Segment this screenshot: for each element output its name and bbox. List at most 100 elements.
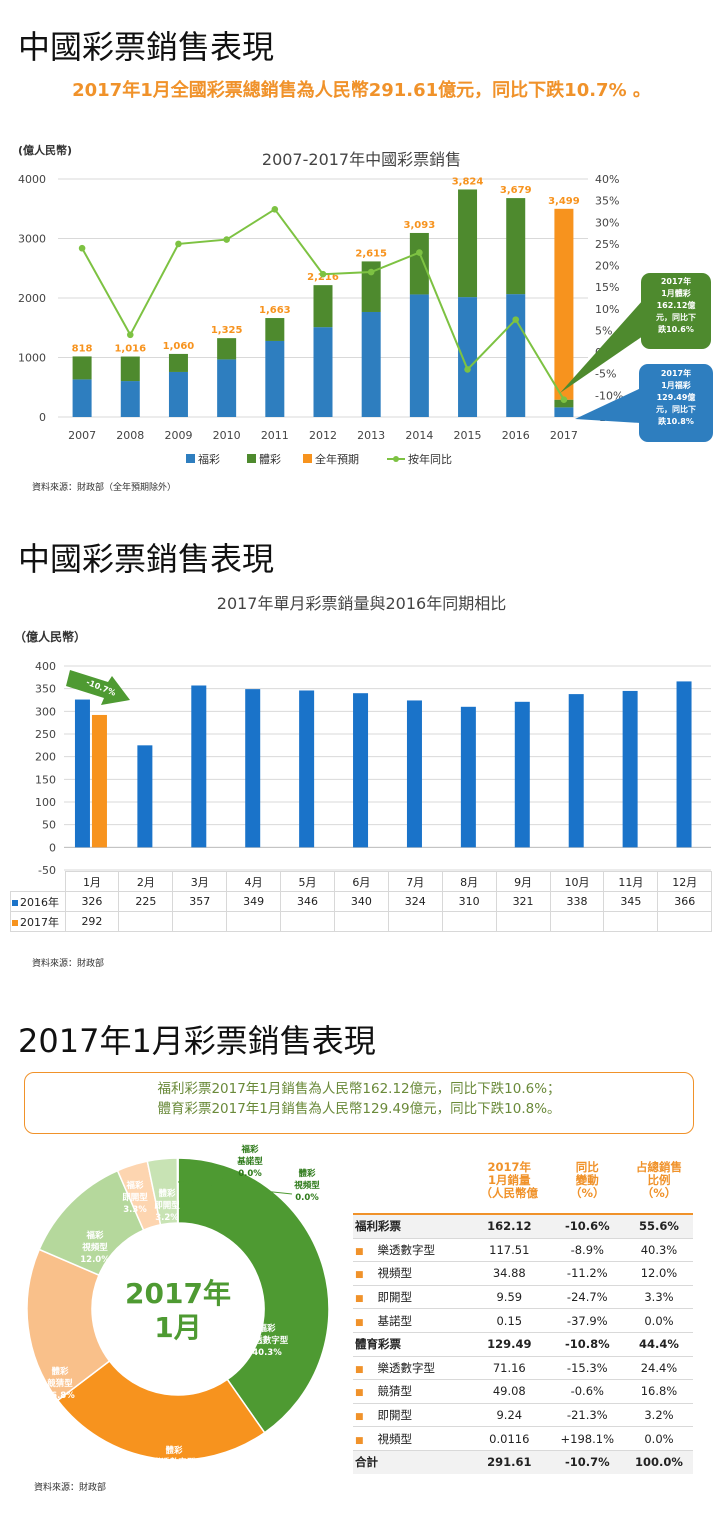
total-data-label: 2,615 xyxy=(355,248,387,259)
x-tick-label: 2015 xyxy=(454,429,482,442)
y-tick-label: 400 xyxy=(35,660,56,673)
table-cell: 0.0116 xyxy=(469,1426,550,1451)
section2-heading: 中國彩票銷售表現 xyxy=(18,540,275,578)
chart1-title: 2007-2017年中國彩票銷售 xyxy=(261,150,462,169)
y-tick-label: 0 xyxy=(49,841,56,854)
bullet-icon: ■ xyxy=(355,1364,364,1375)
bar-sports xyxy=(120,356,140,382)
table-cell: 324 xyxy=(387,891,443,912)
table-row: 2017年 292 xyxy=(10,911,713,932)
table-month-header: 5月 xyxy=(280,871,335,892)
table-cell xyxy=(495,911,551,932)
table-row-label: ■ 基諾型 xyxy=(353,1308,469,1333)
yoy-point xyxy=(175,240,182,248)
bar-welfare xyxy=(554,407,574,417)
table-header-cell: 2017年 1月銷量 （人民幣億 xyxy=(469,1147,550,1215)
table-cell: -11.2% xyxy=(549,1261,625,1286)
bar-2016 xyxy=(74,699,90,848)
table-cell: 3.3% xyxy=(624,1285,693,1310)
bullet-icon: ■ xyxy=(355,1412,364,1423)
highlight-welfare: 福利彩票2017年1月銷售為人民幣162.12億元，同比下跌10.6%； xyxy=(157,1081,561,1097)
section3-source: 資料來源：財政部 xyxy=(34,1483,107,1493)
arrow-shape xyxy=(66,670,130,705)
y-tick-label: 2000 xyxy=(18,292,46,305)
yoy-point xyxy=(464,366,471,373)
donut-slice-label: 福彩即開型 3.3% xyxy=(122,1180,148,1215)
table-cell: 24.4% xyxy=(624,1356,693,1381)
bar-sports xyxy=(168,353,188,372)
bar-sports xyxy=(361,261,381,312)
yoy-point xyxy=(560,396,568,403)
y-tick-label: 350 xyxy=(35,683,56,696)
table-cell: 310 xyxy=(441,891,497,912)
x-tick-label: 2007 xyxy=(68,429,96,442)
table-row: ■ 即開型 9.24 -21.3% 3.2% xyxy=(353,1403,693,1428)
callout-green-pointer xyxy=(560,300,643,393)
total-data-label: 1,016 xyxy=(114,344,146,355)
yoy-point xyxy=(223,236,230,243)
table-cell: 292 xyxy=(64,911,120,932)
table-cell: 16.8% xyxy=(624,1379,693,1404)
bar-sports xyxy=(217,338,237,360)
callout-blue: 2017年 1月福彩 129.49億元，同比下跌10.8% xyxy=(575,364,713,442)
y2-tick-label: 20% xyxy=(595,260,619,273)
y2-tick-label: 10% xyxy=(595,303,619,316)
bar-2016 xyxy=(191,685,207,848)
y-tick-label: 150 xyxy=(35,773,56,786)
table-cell xyxy=(280,911,335,932)
chart2-unit: （億人民幣） xyxy=(14,630,87,644)
table-row: 合計 291.61 -10.7% 100.0% xyxy=(353,1450,693,1474)
donut-slice xyxy=(56,1359,266,1461)
table-row: ■ 基諾型 0.15 -37.9% 0.0% xyxy=(353,1308,693,1333)
callout-green: 2017年 1月體彩 162.12億元，同比下跌10.6% xyxy=(560,273,711,393)
bar-2016 xyxy=(353,693,369,848)
bar-sports xyxy=(409,232,429,295)
table-month-header: 7月 xyxy=(387,871,443,892)
legend-swatch xyxy=(247,454,256,463)
y-tick-label: 300 xyxy=(35,705,56,718)
table-row-label: ■ 視頻型 xyxy=(353,1426,469,1451)
y-tick-label: 0 xyxy=(39,411,46,424)
table-cell: 49.08 xyxy=(469,1379,550,1404)
table-cell xyxy=(441,911,497,932)
bullet-icon: ■ xyxy=(355,1270,364,1281)
row-label-text: 視頻型 xyxy=(377,1266,413,1281)
table-cell: 117.51 xyxy=(469,1238,550,1263)
highlight-box: 福利彩票2017年1月銷售為人民幣162.12億元，同比下跌10.6%； 體育彩… xyxy=(24,1072,694,1134)
bar-sports xyxy=(72,356,92,380)
table-cell: 9.59 xyxy=(469,1285,550,1310)
table-cell: 44.4% xyxy=(624,1332,693,1357)
table-cell xyxy=(549,911,605,932)
table-row: ■ 樂透數字型 117.51 -8.9% 40.3% xyxy=(353,1238,693,1263)
table-series-label: 2017年 xyxy=(10,911,66,932)
yoy-point xyxy=(512,316,520,323)
decline-arrow: -10.7% xyxy=(66,670,130,705)
table-row-label: 福利彩票 xyxy=(353,1214,469,1239)
bar-2017 xyxy=(91,714,107,848)
x-tick-label: 2011 xyxy=(261,429,289,442)
sales-mix-donut: 福彩樂透數字型 40.3% 體彩樂透數字型 24.4% 體彩競猜型 16.8% 福彩視頻型 1… xyxy=(26,1144,330,1480)
table-cell: +198.1% xyxy=(549,1426,625,1451)
total-data-label: 1,060 xyxy=(163,341,195,352)
table-cell: 12.0% xyxy=(624,1261,693,1286)
x-tick-label: 2014 xyxy=(405,429,433,442)
bar-welfare xyxy=(313,327,333,417)
bullet-icon: ■ xyxy=(355,1435,364,1446)
y-tick-label: 50 xyxy=(42,819,56,832)
table-cell: -10.8% xyxy=(549,1332,625,1357)
table-month-header: 11月 xyxy=(603,871,659,892)
table-cell: -10.6% xyxy=(549,1214,625,1239)
section3-heading: 2017年1月彩票銷售表現 xyxy=(18,1022,376,1060)
bullet-icon: ■ xyxy=(355,1317,364,1328)
legend-label: 按年同比 xyxy=(408,452,452,466)
y2-tick-label: 15% xyxy=(595,281,619,294)
x-tick-label: 2008 xyxy=(116,429,144,442)
bar-welfare xyxy=(409,294,429,417)
bullet-icon: ■ xyxy=(355,1388,364,1399)
table-header-cell: 占總銷售 比例 （%） xyxy=(624,1147,693,1215)
y-tick-label: 100 xyxy=(35,796,56,809)
table-header-cell: 同比 變動 （%） xyxy=(549,1147,625,1215)
table-row-label: ■ 競猜型 xyxy=(353,1379,469,1404)
table-cell xyxy=(603,911,659,932)
x-tick-label: 2010 xyxy=(213,429,241,442)
